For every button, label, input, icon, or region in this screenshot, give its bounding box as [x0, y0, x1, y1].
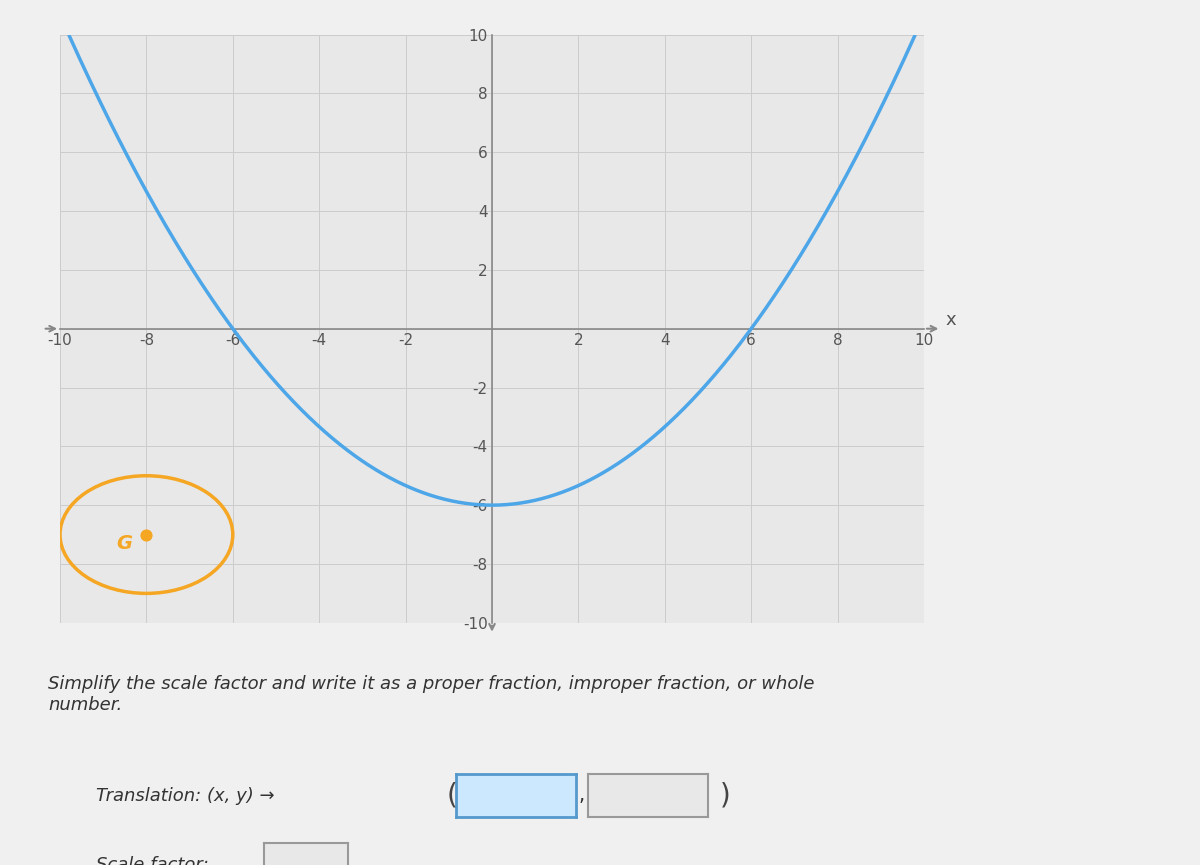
- Text: Simplify the scale factor and write it as a proper fraction, improper fraction, : Simplify the scale factor and write it a…: [48, 675, 815, 714]
- Text: ): ): [720, 782, 731, 810]
- Text: x: x: [946, 311, 956, 329]
- Text: Scale factor:: Scale factor:: [96, 856, 209, 865]
- Text: ,: ,: [578, 786, 584, 805]
- Text: G: G: [116, 535, 132, 554]
- Text: (: (: [446, 782, 457, 810]
- Point: [137, 528, 156, 541]
- Text: Translation: (x, y) →: Translation: (x, y) →: [96, 787, 275, 804]
